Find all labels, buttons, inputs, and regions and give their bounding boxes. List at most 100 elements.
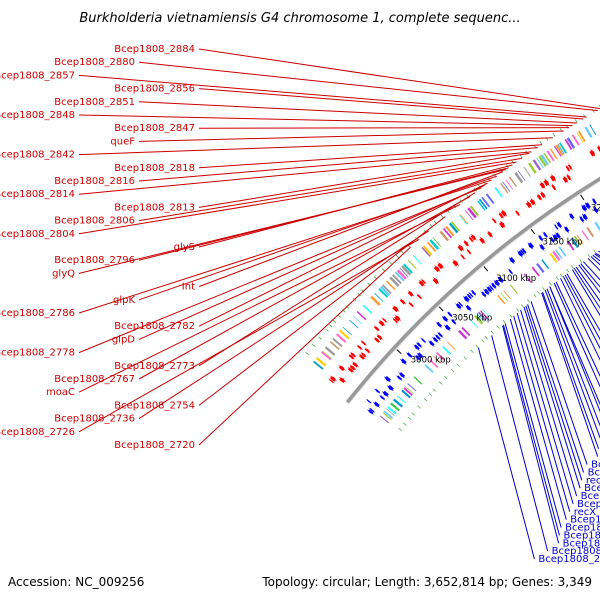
rna-marker [490,330,494,335]
cog-category-block [546,150,555,162]
reverse-gene-arrow [367,407,376,414]
forward-gene-label: moaC [46,387,75,398]
cog-category-block [396,269,407,280]
cog-category-block [576,234,584,244]
cog-category-block [389,276,400,287]
forward-gene-label: Bcep1808_2778 [0,348,75,359]
reverse-gene-label: Bcep1808_2712 [538,554,600,565]
rna-marker [389,261,393,265]
rna-marker [481,339,485,343]
reverse-gene-label-leader [566,273,600,332]
reverse-gene-arrow [554,231,561,240]
cog-category-block [379,415,390,424]
forward-gene-label: Bcep1808_2736 [54,414,135,425]
cog-category-block [476,313,485,323]
rna-marker [400,250,404,254]
rna-marker [381,268,386,272]
reverse-gene-arrow [556,220,563,230]
cog-category-block [540,154,549,166]
kbp-tick-label: 3000 kbp [411,355,451,365]
cog-category-block [500,182,509,194]
rna-marker [463,356,467,360]
reverse-gene-label: Bcep1808_2745 [577,499,600,510]
rna-marker [542,287,546,291]
forward-gene-label: Bcep1808_2773 [114,361,195,372]
cog-category-block [445,225,455,237]
reverse-gene-label-leader [555,281,600,378]
forward-gene-label: Bcep1808_2804 [0,229,75,240]
cog-category-block [457,329,468,340]
forward-gene-label-leader [198,152,530,208]
cog-category-block [447,341,456,350]
cog-category-block [352,315,363,325]
forward-gene-arrow [391,316,400,324]
forward-gene-arrow [327,377,336,384]
rna-marker [520,304,524,308]
cog-category-block [403,263,413,274]
cog-category-block [401,389,411,399]
forward-gene-label: Bcep1808_2856 [114,84,195,95]
reverse-gene-arrow [568,212,575,221]
rna-marker [496,325,500,329]
forward-gene-arrow [347,366,355,374]
reverse-gene-label: Bcep1808_2731 [563,538,600,549]
rna-marker [527,299,531,303]
reverse-gene-arrow [537,234,544,243]
cog-category-block [435,351,446,362]
cog-category-block [349,319,359,329]
forward-gene-arrow [373,324,381,332]
cog-category-block [442,345,452,355]
reverse-gene-label-leader [549,286,600,413]
kbp-tick [483,266,489,272]
reverse-gene-label-leader [523,307,581,489]
forward-gene-label-leader [198,88,584,120]
reverse-gene-arrow [578,215,585,224]
cog-category-block [482,308,490,318]
gene-tracks [305,104,600,432]
reverse-gene-label-leader [575,266,600,302]
rna-marker [417,405,421,409]
cog-category-block [523,166,531,177]
forward-gene-arrow [437,261,445,270]
forward-gene-label: Bcep1808_2816 [54,176,135,187]
forward-gene-arrow [549,173,557,183]
forward-gene-arrow [351,361,360,368]
cog-category-block [370,295,381,306]
cog-category-block [514,171,524,184]
cog-category-block [503,290,512,300]
cog-category-block [477,311,487,322]
reverse-gene-arrow [507,267,514,276]
forward-gene-arrow [358,353,366,360]
cog-category-block [594,221,600,232]
reverse-gene-arrow [431,336,439,344]
forward-gene-label: glpD [112,334,135,345]
forward-gene-arrow [329,375,338,382]
cog-category-block [527,162,537,174]
cog-category-block [320,351,332,361]
forward-gene-label-leader [138,185,485,340]
forward-gene-arrow [500,209,508,218]
cog-category-block [386,280,396,291]
cog-category-block [390,402,400,412]
cog-category-block [573,235,582,246]
forward-gene-label: Bcep1808_2720 [114,440,195,451]
rna-marker [533,293,537,298]
forward-gene-arrow [349,351,358,358]
cog-category-block [342,326,353,336]
kbp-tick [438,306,444,312]
forward-gene-arrow [347,353,356,360]
forward-gene-arrow [566,173,572,182]
forward-gene-arrow [470,233,477,242]
cog-category-block [362,304,373,314]
cog-category-block [450,221,460,232]
reverse-gene-arrow [517,249,524,258]
forward-gene-label-leader [138,157,522,222]
cog-category-block [502,181,511,192]
forward-gene-label-leader [198,127,570,129]
reverse-gene-arrow [592,205,599,215]
backbone-highlight [348,180,600,405]
reverse-gene-label-leader [562,276,600,350]
forward-gene-label-leader [138,147,538,182]
rna-marker [470,349,474,353]
forward-gene-arrow [407,289,415,298]
